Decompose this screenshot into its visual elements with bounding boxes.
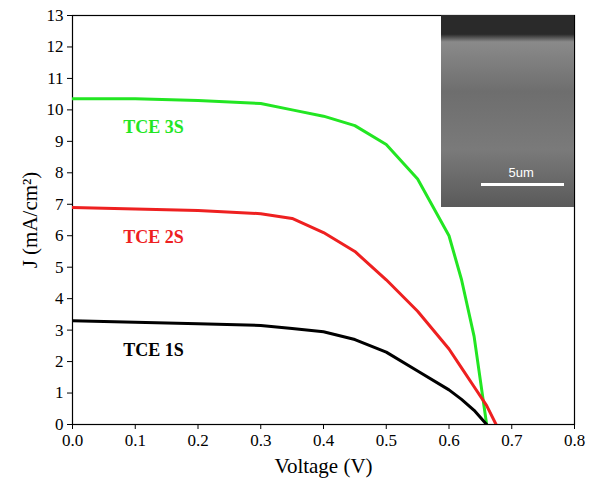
- svg-text:0.2: 0.2: [187, 431, 208, 450]
- svg-text:0.1: 0.1: [125, 431, 146, 450]
- svg-text:0.8: 0.8: [564, 431, 585, 450]
- svg-text:TCE 1S: TCE 1S: [123, 340, 184, 360]
- svg-text:6: 6: [55, 226, 64, 245]
- svg-text:1: 1: [55, 383, 64, 402]
- svg-text:TCE 2S: TCE 2S: [123, 227, 184, 247]
- svg-text:0.0: 0.0: [62, 431, 83, 450]
- svg-text:TCE 3S: TCE 3S: [123, 117, 184, 137]
- svg-text:0.5: 0.5: [376, 431, 397, 450]
- svg-text:5: 5: [55, 258, 64, 277]
- svg-text:9: 9: [55, 132, 64, 151]
- svg-text:Voltage (V): Voltage (V): [274, 454, 372, 478]
- svg-text:7: 7: [55, 195, 64, 214]
- svg-text:0.7: 0.7: [501, 431, 523, 450]
- svg-text:10: 10: [47, 100, 64, 119]
- svg-text:8: 8: [55, 163, 64, 182]
- html-text:5um: 5um: [508, 165, 534, 180]
- svg-text:J (mA/cm²): J (mA/cm²): [18, 172, 42, 269]
- svg-text:13: 13: [47, 6, 64, 25]
- svg-text:0.4: 0.4: [313, 431, 335, 450]
- svg-text:0.3: 0.3: [250, 431, 271, 450]
- svg-text:3: 3: [55, 321, 64, 340]
- svg-text:4: 4: [55, 289, 64, 308]
- svg-text:12: 12: [47, 37, 64, 56]
- svg-text:2: 2: [55, 352, 64, 371]
- svg-text:0.6: 0.6: [438, 431, 459, 450]
- svg-text:0: 0: [55, 414, 64, 434]
- svg-text:11: 11: [47, 69, 63, 88]
